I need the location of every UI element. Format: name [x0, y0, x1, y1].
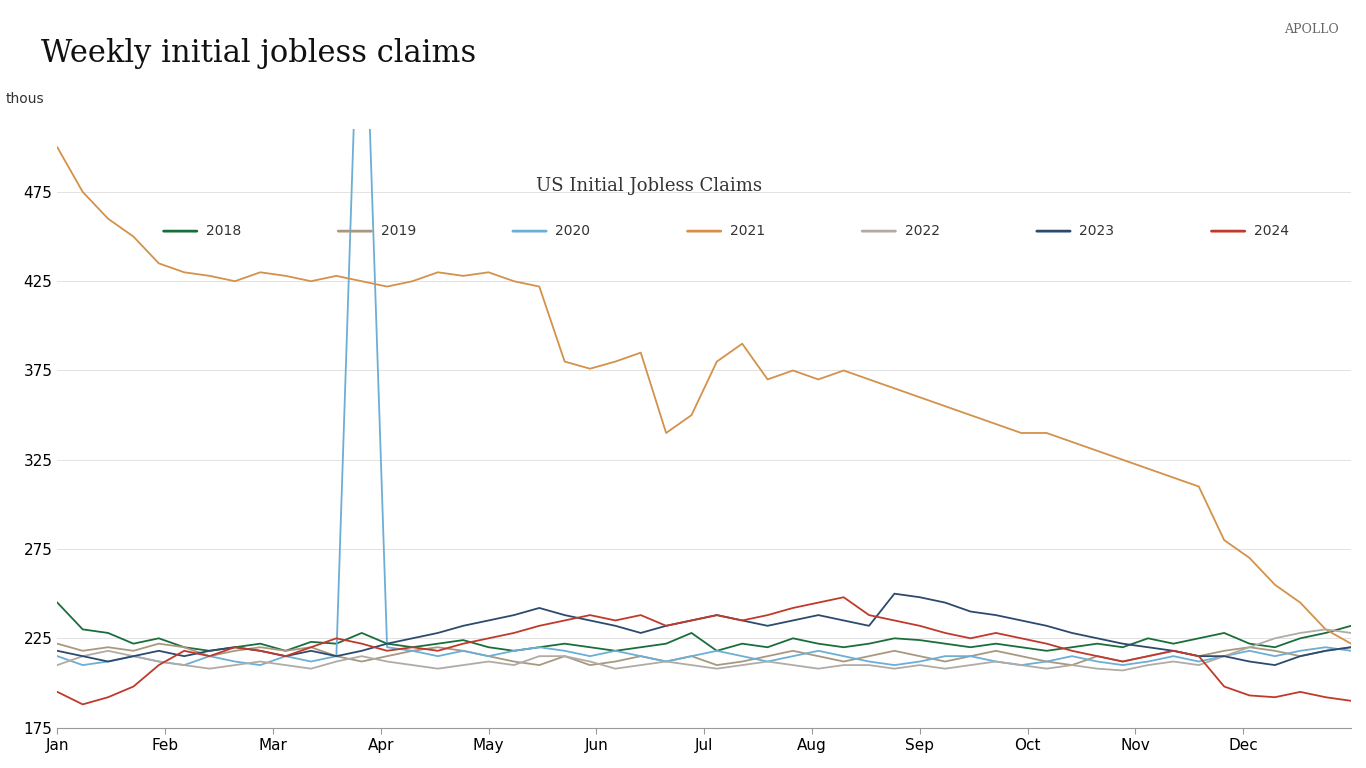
Text: Weekly initial jobless claims: Weekly initial jobless claims [41, 38, 477, 69]
2019 [505, 657, 522, 666]
2024 [759, 611, 776, 620]
Line: 2022: 2022 [57, 630, 1351, 670]
2022 [150, 657, 167, 666]
2024 [531, 621, 548, 631]
Line: 2020: 2020 [57, 0, 1351, 665]
2024 [937, 628, 953, 637]
2024 [1343, 697, 1359, 706]
2022 [836, 660, 852, 670]
Text: 2022: 2022 [904, 224, 940, 238]
2021 [505, 276, 522, 286]
2022 [505, 660, 522, 670]
2023 [887, 589, 903, 598]
2020 [887, 660, 903, 670]
2021 [150, 259, 167, 268]
2021 [1343, 639, 1359, 648]
Line: 2024: 2024 [57, 598, 1351, 704]
2023 [836, 616, 852, 625]
Text: 2018: 2018 [206, 224, 242, 238]
Text: 2021: 2021 [729, 224, 765, 238]
Line: 2023: 2023 [57, 594, 1351, 665]
Text: US Initial Jobless Claims: US Initial Jobless Claims [535, 177, 762, 195]
Text: APOLLO: APOLLO [1284, 23, 1339, 36]
2020 [75, 660, 92, 670]
2018 [1343, 621, 1359, 631]
2021 [1242, 554, 1258, 563]
2018 [683, 628, 699, 637]
2021 [658, 429, 675, 438]
2024 [176, 646, 193, 655]
2020 [556, 646, 572, 655]
2020 [1343, 646, 1359, 655]
2019 [911, 651, 928, 660]
2022 [1115, 666, 1131, 675]
2022 [1317, 625, 1333, 634]
2020 [49, 651, 66, 660]
2024 [887, 616, 903, 625]
2018 [1266, 643, 1283, 652]
2018 [531, 643, 548, 652]
2022 [49, 660, 66, 670]
2018 [49, 598, 66, 607]
2020 [937, 651, 953, 660]
2022 [1343, 628, 1359, 637]
2019 [49, 639, 66, 648]
2023 [150, 646, 167, 655]
2020 [176, 660, 193, 670]
Line: 2019: 2019 [57, 644, 1351, 665]
2022 [734, 660, 750, 670]
Text: 2019: 2019 [381, 224, 417, 238]
2018 [150, 634, 167, 643]
2021 [836, 366, 852, 375]
2023 [49, 646, 66, 655]
Text: 2024: 2024 [1254, 224, 1290, 238]
2022 [658, 657, 675, 666]
2019 [531, 660, 548, 670]
2023 [911, 593, 928, 602]
2023 [1266, 660, 1283, 670]
Text: thous: thous [5, 91, 44, 105]
2021 [887, 384, 903, 393]
Line: 2021: 2021 [57, 147, 1351, 644]
Line: 2018: 2018 [57, 603, 1351, 650]
2020 [784, 651, 800, 660]
2018 [201, 646, 217, 655]
2022 [887, 664, 903, 674]
2019 [150, 639, 167, 648]
2019 [1343, 643, 1359, 652]
Text: 2023: 2023 [1079, 224, 1115, 238]
2023 [505, 611, 522, 620]
2023 [734, 616, 750, 625]
2024 [836, 593, 852, 602]
2018 [861, 639, 877, 648]
2024 [75, 700, 92, 709]
2019 [683, 651, 699, 660]
2023 [1343, 643, 1359, 652]
2020 [709, 646, 725, 655]
2024 [49, 687, 66, 697]
Text: 2020: 2020 [556, 224, 590, 238]
2023 [658, 621, 675, 631]
2024 [683, 616, 699, 625]
2019 [861, 651, 877, 660]
2021 [49, 143, 66, 152]
2018 [911, 635, 928, 644]
2019 [1266, 646, 1283, 655]
